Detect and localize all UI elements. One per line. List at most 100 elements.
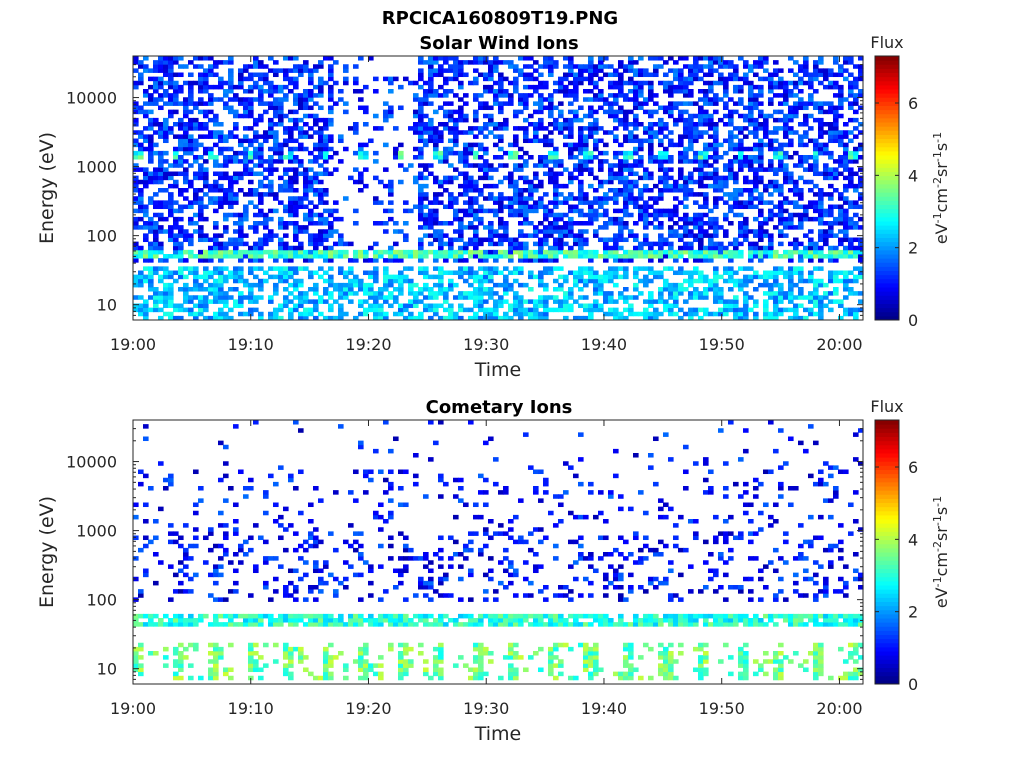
spectrogram-cell (793, 192, 799, 197)
spectrogram-cell (508, 287, 514, 292)
spectrogram-cell (688, 117, 694, 123)
spectrogram-cell (803, 113, 809, 119)
spectrogram-cell (838, 163, 844, 168)
spectrogram-cell (803, 216, 809, 222)
spectrogram-cell (283, 56, 289, 61)
spectrogram-cell (198, 175, 204, 181)
spectrogram-cell (733, 295, 739, 300)
spectrogram-cell (303, 254, 309, 259)
spectrogram-cell (673, 233, 679, 238)
spectrogram-cell (598, 159, 604, 164)
spectrogram-cell (223, 303, 229, 309)
spectrogram-cell (638, 56, 644, 61)
spectrogram-cell (578, 163, 584, 168)
spectrogram-cell (533, 101, 539, 106)
spectrogram-cell (188, 233, 194, 238)
spectrogram-cell (458, 130, 464, 135)
spectrogram-cell (723, 84, 729, 90)
spectrogram-cell (198, 282, 204, 288)
spectrogram-cell (768, 249, 774, 255)
spectrogram-cell (303, 196, 309, 201)
spectrogram-cell (453, 282, 459, 288)
spectrogram-cell (643, 278, 649, 284)
spectrogram-cell (503, 282, 509, 288)
spectrogram-cell (803, 278, 809, 284)
spectrogram-cell (783, 117, 789, 123)
spectrogram-cell (473, 76, 479, 82)
spectrogram-cell (693, 237, 699, 243)
spectrogram-cell (168, 109, 174, 115)
spectrogram-cell (543, 295, 549, 300)
spectrogram-cell (148, 258, 154, 263)
spectrogram-cell (833, 249, 839, 255)
spectrogram-cell (438, 105, 444, 111)
spectrogram-cell (353, 291, 359, 296)
spectrogram-cell (393, 287, 399, 292)
spectrogram-cell (338, 282, 344, 288)
spectrogram-cell (223, 163, 229, 168)
spectrogram-cell (663, 89, 669, 94)
spectrogram-cell (633, 150, 639, 156)
spectrogram-cell (288, 134, 294, 139)
spectrogram-cell (703, 130, 709, 135)
spectrogram-cell (733, 188, 739, 193)
spectrogram-cell (608, 196, 614, 201)
spectrogram-cell (728, 278, 734, 284)
spectrogram-cell (563, 221, 569, 226)
spectrogram-cell (523, 117, 529, 123)
spectrogram-cell (228, 84, 234, 90)
spectrogram-cell (583, 315, 589, 321)
spectrogram-cell (548, 208, 554, 214)
spectrogram-cell (738, 212, 744, 218)
spectrogram-cell (543, 307, 549, 313)
spectrogram-cell (203, 278, 209, 284)
spectrogram-cell (368, 295, 374, 300)
spectrogram-cell (513, 249, 519, 255)
spectrogram-cell (718, 183, 724, 189)
spectrogram-cell (498, 101, 504, 106)
spectrogram-cell (623, 126, 629, 131)
spectrogram-cell (578, 229, 584, 234)
spectrogram-cell (623, 237, 629, 243)
spectrogram-cell (263, 225, 269, 230)
spectrogram-cell (673, 196, 679, 201)
spectrogram-cell (533, 258, 539, 263)
spectrogram-cell (168, 84, 174, 90)
spectrogram-cell (498, 249, 504, 255)
spectrogram-cell (618, 60, 624, 65)
spectrogram-cell (793, 188, 799, 193)
spectrogram-cell (303, 89, 309, 94)
spectrogram-cell (158, 212, 164, 218)
spectrogram-cell (853, 183, 859, 189)
spectrogram-cell (718, 196, 724, 201)
spectrogram-cell (593, 68, 599, 73)
spectrogram-cell (528, 233, 534, 238)
spectrogram-cell (778, 183, 784, 189)
spectrogram-cell (223, 155, 229, 160)
spectrogram-cell (303, 179, 309, 185)
spectrogram-cell (473, 183, 479, 189)
spectrogram-cell (133, 175, 139, 181)
spectrogram-cell (193, 254, 199, 259)
spectrogram-cell (673, 68, 679, 73)
spectrogram-cell (758, 113, 764, 119)
spectrogram-cell (833, 80, 839, 86)
spectrogram-cell (488, 287, 494, 292)
spectrogram-cell (203, 72, 209, 78)
spectrogram-cell (518, 311, 524, 317)
spectrogram-cell (843, 122, 849, 127)
spectrogram-cell (138, 80, 144, 86)
spectrogram-cell (803, 68, 809, 73)
spectrogram-cell (533, 208, 539, 214)
spectrogram-cell (703, 221, 709, 226)
spectrogram-cell (528, 196, 534, 201)
spectrogram-cell (463, 241, 469, 247)
spectrogram-cell (823, 229, 829, 234)
spectrogram-cell (313, 249, 319, 255)
spectrogram-cell (618, 291, 624, 296)
spectrogram-cell (713, 126, 719, 131)
spectrogram-cell (623, 249, 629, 255)
spectrogram-cell (488, 117, 494, 123)
spectrogram-cell (643, 97, 649, 102)
spectrogram-cell (343, 80, 349, 86)
